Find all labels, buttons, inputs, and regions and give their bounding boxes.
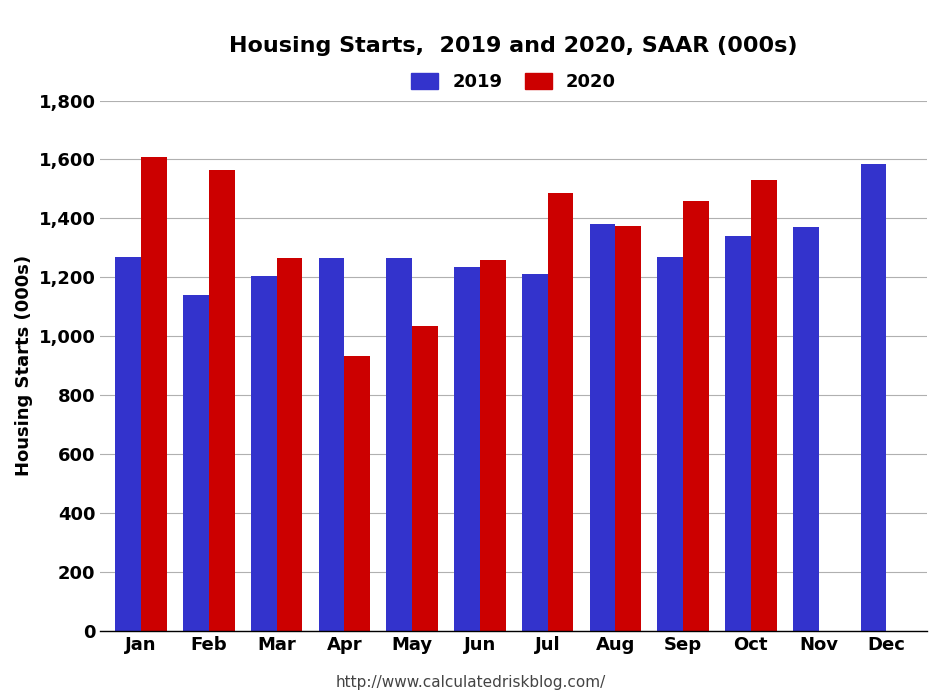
Bar bbox=[454, 267, 479, 631]
Bar bbox=[183, 295, 209, 631]
Bar bbox=[590, 224, 615, 631]
Bar bbox=[209, 170, 235, 631]
Bar bbox=[547, 193, 574, 631]
Bar bbox=[251, 276, 277, 631]
Bar bbox=[725, 236, 751, 631]
Y-axis label: Housing Starts (000s): Housing Starts (000s) bbox=[15, 255, 33, 477]
Bar bbox=[683, 201, 708, 631]
Bar bbox=[479, 260, 506, 631]
Bar bbox=[141, 157, 167, 631]
Bar bbox=[793, 227, 819, 631]
Bar bbox=[386, 259, 412, 631]
Title: Housing Starts,  2019 and 2020, SAAR (000s): Housing Starts, 2019 and 2020, SAAR (000… bbox=[230, 36, 798, 56]
Bar bbox=[522, 275, 547, 631]
Bar bbox=[751, 180, 776, 631]
Bar bbox=[615, 226, 642, 631]
Legend: 2019, 2020: 2019, 2020 bbox=[406, 67, 622, 96]
Text: http://www.calculatedriskblog.com/: http://www.calculatedriskblog.com/ bbox=[336, 675, 606, 690]
Bar bbox=[318, 259, 345, 631]
Bar bbox=[345, 355, 370, 631]
Bar bbox=[115, 256, 141, 631]
Bar bbox=[412, 326, 438, 631]
Bar bbox=[277, 259, 302, 631]
Bar bbox=[861, 164, 886, 631]
Bar bbox=[658, 256, 683, 631]
